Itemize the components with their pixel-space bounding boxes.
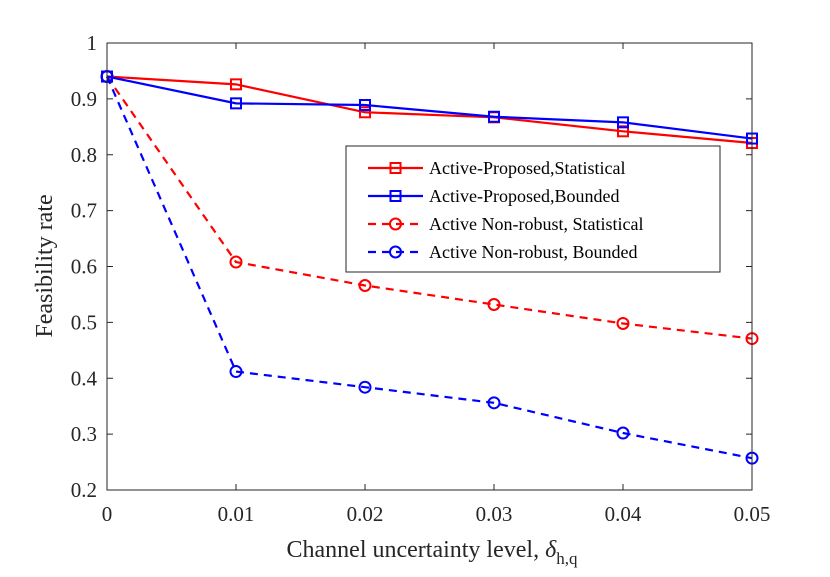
- data-point-marker: [617, 125, 629, 138]
- x-tick-label: 0.04: [605, 502, 642, 526]
- data-point-marker: [487, 297, 501, 311]
- data-point-marker: [229, 255, 243, 269]
- x-tick-label: 0.03: [476, 502, 513, 526]
- legend-marker: [389, 190, 402, 202]
- axes-box: [106, 42, 753, 491]
- series-line: [106, 75, 753, 140]
- x-axis-label: Channel uncertainty level, δh,q: [287, 537, 578, 568]
- x-axis-label-subscript: h,q: [556, 549, 578, 568]
- legend-entry: Active-Proposed,Bounded: [368, 186, 619, 206]
- series-line: [106, 75, 753, 145]
- legend-entry: Active Non-robust, Statistical: [368, 214, 643, 234]
- series-line: [105, 76, 753, 460]
- legend-label: Active-Proposed,Statistical: [429, 158, 625, 178]
- data-point-marker: [487, 396, 501, 410]
- data-point-marker: [488, 110, 500, 123]
- y-tick-label: 0.5: [71, 310, 97, 334]
- y-tick-label: 0.8: [71, 143, 97, 167]
- axes-layer: 0 0.01 0.02 0.03 0.04 0.05 0.2 0.3 0.4 0.5 0.6 0.7 0…: [71, 31, 771, 526]
- y-tick-label: 0.4: [71, 366, 98, 390]
- legend-entry: Active Non-robust, Bounded: [368, 242, 637, 262]
- data-point-marker: [230, 78, 242, 91]
- y-tick-label: 0.6: [71, 255, 97, 279]
- legend-label: Active Non-robust, Statistical: [429, 214, 643, 234]
- y-tick-label: 0.7: [71, 199, 97, 223]
- x-tick-label: 0: [102, 502, 113, 526]
- data-point-marker: [359, 106, 371, 119]
- y-tick-label: 0.2: [71, 478, 97, 502]
- y-axis-label: Feasibility rate: [32, 194, 58, 337]
- legend-marker: [389, 245, 402, 259]
- series-line: [106, 75, 753, 340]
- x-axis-label-symbol: δ: [545, 537, 557, 563]
- data-point-marker: [230, 97, 242, 110]
- legend-marker: [389, 217, 402, 231]
- data-point-marker: [229, 365, 243, 379]
- legend-label: Active Non-robust, Bounded: [429, 242, 637, 262]
- data-point-marker: [358, 278, 372, 292]
- y-tick-label: 0.3: [71, 422, 97, 446]
- y-tick-label: 0.9: [71, 87, 97, 111]
- x-tick-label: 0.02: [347, 502, 384, 526]
- x-tick-label: 0.01: [218, 502, 255, 526]
- data-point-marker: [358, 380, 372, 394]
- legend-entry: Active-Proposed,Statistical: [368, 158, 625, 178]
- data-point-marker: [616, 426, 630, 440]
- y-tick-label: 1: [87, 31, 98, 55]
- data-point-marker: [617, 116, 629, 129]
- data-point-marker: [359, 99, 371, 112]
- x-axis-label-text: Channel uncertainty level,: [287, 537, 540, 563]
- legend-marker: [389, 162, 402, 174]
- legend-label: Active-Proposed,Bounded: [429, 186, 619, 206]
- x-tick-label: 0.05: [734, 502, 771, 526]
- data-point-marker: [616, 316, 630, 330]
- legend: Active-Proposed,Statistical Active-Propos…: [345, 145, 721, 273]
